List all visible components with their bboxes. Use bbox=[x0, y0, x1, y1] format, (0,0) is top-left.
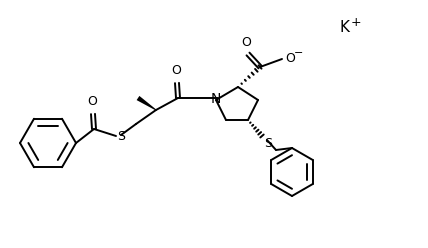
Text: N: N bbox=[211, 92, 221, 106]
Text: +: + bbox=[351, 15, 362, 29]
Text: K: K bbox=[340, 21, 350, 35]
Text: O: O bbox=[241, 36, 251, 49]
Text: S: S bbox=[117, 129, 125, 143]
Polygon shape bbox=[137, 96, 156, 110]
Text: O: O bbox=[171, 64, 181, 77]
Text: O: O bbox=[87, 95, 97, 108]
Text: O: O bbox=[285, 52, 295, 64]
Text: −: − bbox=[294, 48, 303, 58]
Text: S: S bbox=[264, 137, 272, 150]
